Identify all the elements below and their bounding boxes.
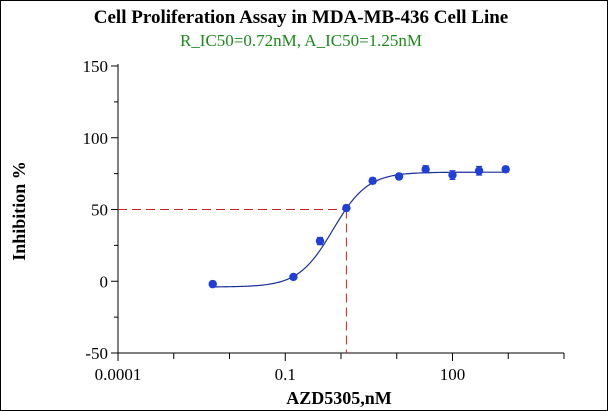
data-point [501,165,510,174]
y-axis-ticks: -50 0 50 100 150 [83,57,118,363]
data-point [289,272,298,282]
x-tick-label: 0.1 [275,365,296,384]
y-tick-label: -50 [85,344,108,363]
data-point [342,203,351,213]
data-point [368,176,377,185]
y-axis-label: Inhibition % [9,161,29,261]
plot-area: -50 0 50 100 150 0.0001 0.1 100 [83,57,565,384]
data-point [448,170,457,180]
data-point [315,236,325,246]
data-point [394,172,404,181]
fit-curve [212,171,506,288]
y-tick-label: 150 [83,57,109,76]
y-tick-label: 0 [100,272,109,291]
data-point [208,279,217,289]
data-point [474,166,484,175]
chart-subtitle: R_IC50=0.72nM, A_IC50=1.25nM [180,31,422,50]
y-tick-label: 50 [91,201,108,220]
x-axis-ticks: 0.0001 0.1 100 [95,353,565,384]
reference-lines [118,209,347,353]
x-tick-label: 100 [440,365,466,384]
x-axis-label: AZD5305,nM [286,388,392,408]
y-tick-label: 100 [83,129,109,148]
data-point [421,165,430,174]
x-tick-label: 0.0001 [95,365,142,384]
data-points [208,165,510,289]
chart-title: Cell Proliferation Assay in MDA-MB-436 C… [94,7,508,28]
